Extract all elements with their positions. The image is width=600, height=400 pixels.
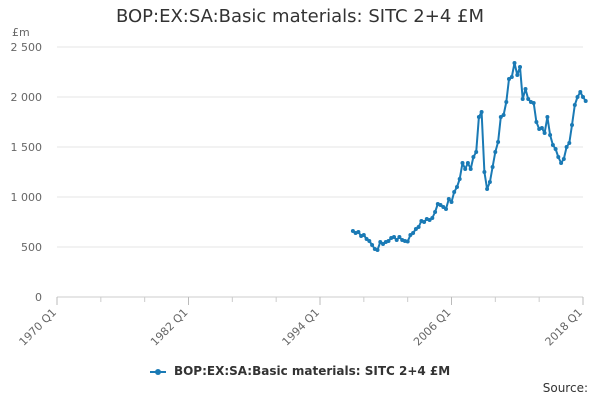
data-point — [455, 185, 459, 189]
data-point — [449, 200, 454, 204]
data-point — [493, 150, 498, 154]
x-tick-label: 2018 Q1 — [543, 306, 586, 349]
data-point — [452, 190, 457, 194]
data-point — [583, 99, 588, 103]
data-point — [392, 235, 396, 239]
data-point — [479, 110, 484, 114]
series-group — [350, 61, 588, 252]
data-point — [507, 77, 511, 81]
data-point — [471, 155, 476, 159]
data-point — [356, 230, 361, 234]
data-point — [572, 103, 577, 107]
legend[interactable]: BOP:EX:SA:Basic materials: SITC 2+4 £M — [0, 364, 600, 378]
legend-swatch — [149, 368, 166, 375]
data-point — [386, 239, 391, 243]
data-point — [501, 113, 506, 117]
data-point — [487, 180, 492, 184]
data-point — [561, 157, 566, 161]
legend-label: BOP:EX:SA:Basic materials: SITC 2+4 £M — [173, 364, 451, 378]
data-point — [518, 65, 522, 69]
data-point — [430, 216, 435, 220]
data-point — [367, 239, 372, 243]
y-axis-ticks: 0 500 1 000 1 500 2 000 2 500 — [11, 41, 43, 304]
data-point — [564, 145, 569, 149]
data-point — [394, 238, 399, 242]
data-point — [575, 95, 580, 99]
data-point — [542, 131, 547, 135]
data-point — [534, 120, 539, 124]
data-point — [504, 100, 509, 104]
gridlines — [57, 46, 583, 298]
data-point — [526, 97, 531, 101]
series-line — [352, 62, 587, 251]
chart-title: BOP:EX:SA:Basic materials: SITC 2+4 £M — [115, 6, 485, 27]
data-point — [509, 75, 514, 79]
data-point — [433, 210, 438, 214]
data-point — [550, 143, 555, 147]
data-point — [397, 235, 402, 239]
data-point — [463, 167, 468, 171]
data-point — [375, 248, 380, 252]
data-point — [523, 87, 528, 91]
y-tick-label: 1 000 — [11, 191, 43, 204]
data-point — [485, 187, 490, 191]
data-point — [482, 170, 487, 174]
data-point — [553, 147, 558, 151]
data-point — [446, 197, 451, 201]
y-axis-unit-label: £m — [12, 26, 30, 39]
data-point — [559, 161, 564, 165]
data-point — [438, 203, 443, 207]
data-point — [476, 115, 481, 119]
data-point — [545, 115, 550, 119]
data-point — [496, 140, 501, 144]
data-point — [578, 90, 583, 94]
data-point — [498, 115, 503, 119]
data-point — [539, 126, 544, 130]
data-point — [581, 95, 585, 99]
x-tick-label: 1994 Q1 — [280, 306, 323, 349]
data-point — [381, 242, 385, 246]
data-point — [531, 101, 536, 105]
data-point — [411, 231, 416, 235]
x-axis-ticks: 1970 Q1 1982 Q1 1994 Q1 2006 Q1 2018 Q1 — [17, 297, 586, 349]
x-tick-label: 1982 Q1 — [148, 306, 191, 349]
data-point — [490, 165, 495, 169]
y-tick-label: 500 — [21, 241, 42, 254]
data-point — [361, 233, 366, 237]
data-point — [465, 161, 470, 165]
data-point — [474, 150, 479, 154]
data-point — [416, 225, 421, 229]
data-point — [422, 220, 427, 224]
y-tick-label: 1 500 — [11, 141, 43, 154]
data-point — [457, 177, 462, 181]
data-point — [468, 167, 473, 171]
x-tick-label: 1970 Q1 — [17, 306, 60, 349]
y-tick-label: 2 500 — [11, 41, 43, 54]
data-point — [512, 61, 517, 65]
data-point — [515, 73, 520, 77]
data-point — [570, 123, 574, 127]
source-label: Source: — [542, 381, 588, 395]
data-point — [548, 133, 553, 137]
data-point — [520, 97, 525, 101]
x-tick-label: 2006 Q1 — [411, 306, 454, 349]
data-point — [460, 161, 465, 165]
data-point — [444, 207, 448, 211]
data-point — [405, 239, 410, 244]
data-point — [567, 141, 572, 145]
y-tick-label: 2 000 — [11, 91, 43, 104]
data-point — [556, 155, 561, 159]
data-point — [370, 243, 375, 247]
y-tick-label: 0 — [35, 291, 42, 304]
